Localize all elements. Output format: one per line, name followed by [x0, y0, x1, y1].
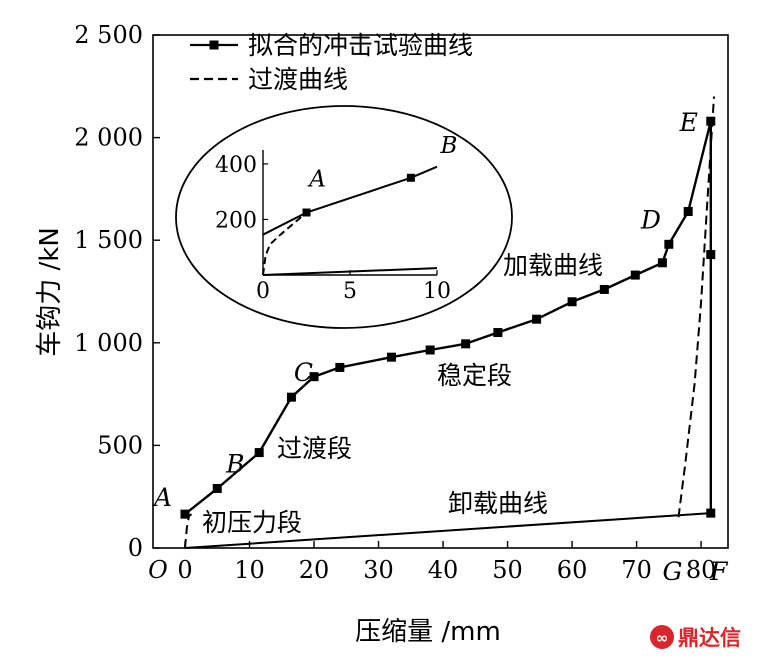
y-tick-label: 2 000 [74, 124, 143, 152]
inset-transition-line [262, 211, 308, 276]
data-point [657, 258, 667, 268]
annotation-transition: 过渡段 [277, 434, 352, 463]
inset: 0 5 10 200 400 A B [175, 105, 513, 329]
x-tick-label: 70 [621, 556, 652, 584]
data-point [630, 270, 640, 280]
watermark-logo [650, 625, 674, 649]
inset-point-label: A [307, 167, 326, 193]
x-tick-label: 20 [299, 556, 330, 584]
watermark-logo-glyph: ∞ [656, 629, 669, 647]
x-tick-label: 80 [686, 556, 717, 584]
point-label: D [640, 205, 661, 234]
x-tick-label: 40 [428, 556, 459, 584]
point-label: F [709, 557, 729, 586]
data-point [532, 314, 542, 324]
data-point [683, 206, 693, 216]
data-point [664, 239, 674, 249]
y-axis-label: 车钩力 /kN [35, 227, 65, 357]
inset-unloading-line [262, 267, 438, 276]
data-point [567, 297, 577, 307]
point-label: B [225, 449, 244, 478]
annotation-unloading: 卸载曲线 [448, 489, 548, 518]
x-axis-label: 压缩量 /mm [355, 617, 501, 647]
inset-y-tick-label: 200 [215, 208, 257, 233]
y-tick-label: 1 500 [74, 226, 143, 254]
data-point [599, 284, 609, 294]
plot-frame [152, 34, 729, 549]
inset-ellipse [175, 105, 513, 329]
annotation-stable: 稳定段 [437, 361, 512, 390]
annotations: 初压力段 过渡段 稳定段 加载曲线 卸载曲线 [202, 251, 603, 537]
annotation-initial: 初压力段 [202, 508, 302, 537]
inset-x-tick-label: 0 [256, 279, 270, 304]
point-label: E [679, 108, 698, 137]
inset-data-point [406, 173, 415, 182]
series-line [184, 513, 193, 549]
point-label: A [152, 483, 172, 512]
y-tick-label: 0 [128, 534, 143, 562]
legend-label: 拟合的冲击试验曲线 [248, 31, 473, 60]
x-tick-label: 0 [177, 556, 192, 584]
legend-label: 过渡曲线 [248, 65, 348, 94]
inset-point-label: B [439, 133, 457, 159]
x-tick-label: 10 [234, 556, 265, 584]
annotation-loading: 加载曲线 [503, 251, 603, 280]
point-label: C [294, 358, 313, 387]
y-tick-label: 500 [97, 431, 143, 459]
series-layer [180, 96, 716, 549]
origin-label: O [148, 556, 168, 584]
legend-marker [209, 40, 219, 50]
inset-data-point [302, 208, 311, 217]
inset-loading-line [262, 165, 438, 236]
data-point [212, 483, 222, 493]
point-label: G [663, 557, 683, 586]
x-tick-label: 50 [492, 556, 523, 584]
y-tick-label: 2 500 [74, 21, 143, 49]
data-point [461, 339, 471, 349]
data-point [425, 345, 435, 355]
inset-x-tick-label: 10 [423, 279, 451, 304]
point-labels: A B C D E FG [152, 108, 729, 586]
data-point [335, 362, 345, 372]
data-point [706, 116, 716, 126]
data-point [180, 509, 190, 519]
inset-y-tick-label: 400 [215, 153, 257, 178]
series-line [184, 512, 711, 549]
data-point [309, 372, 319, 382]
x-tick-label: 60 [557, 556, 588, 584]
data-point [286, 392, 296, 402]
data-point [386, 352, 396, 362]
inset-x-tick-label: 5 [343, 279, 357, 304]
data-point [706, 250, 716, 260]
watermark-text: 鼎达信 [678, 626, 741, 650]
watermark: ∞ 鼎达信 [650, 625, 741, 650]
x-tick-label: 30 [363, 556, 394, 584]
series-line [677, 96, 715, 518]
y-tick-label: 1 000 [74, 329, 143, 357]
data-point [254, 448, 264, 458]
data-point [493, 328, 503, 338]
